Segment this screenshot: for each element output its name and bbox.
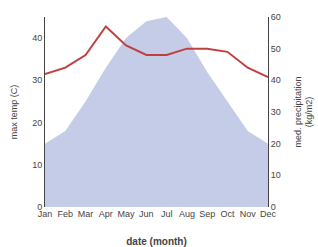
svg-text:40: 40 (32, 33, 42, 43)
svg-text:Jul: Jul (161, 209, 173, 219)
svg-text:Oct: Oct (220, 209, 235, 219)
svg-text:Jan: Jan (38, 209, 53, 219)
svg-text:20: 20 (32, 118, 42, 128)
svg-text:0: 0 (271, 202, 276, 212)
svg-text:50: 50 (271, 44, 281, 54)
svg-text:20: 20 (271, 139, 281, 149)
svg-text:Jun: Jun (139, 209, 154, 219)
svg-text:date (month): date (month) (126, 236, 187, 247)
svg-text:40: 40 (271, 75, 281, 85)
svg-text:Apr: Apr (99, 209, 113, 219)
svg-text:max temp (C): max temp (C) (9, 85, 19, 140)
svg-text:10: 10 (32, 160, 42, 170)
svg-text:May: May (118, 209, 136, 219)
svg-text:Mar: Mar (78, 209, 94, 219)
svg-text:Aug: Aug (179, 209, 195, 219)
svg-text:Sep: Sep (199, 209, 215, 219)
svg-text:60: 60 (271, 12, 281, 22)
svg-text:0: 0 (37, 202, 42, 212)
svg-text:Nov: Nov (240, 209, 257, 219)
svg-text:Dec: Dec (260, 209, 277, 219)
svg-text:30: 30 (271, 107, 281, 117)
svg-text:med. precipitation(kg/m2): med. precipitation(kg/m2) (293, 76, 315, 147)
svg-text:Feb: Feb (58, 209, 74, 219)
svg-text:30: 30 (32, 75, 42, 85)
svg-text:10: 10 (271, 170, 281, 180)
